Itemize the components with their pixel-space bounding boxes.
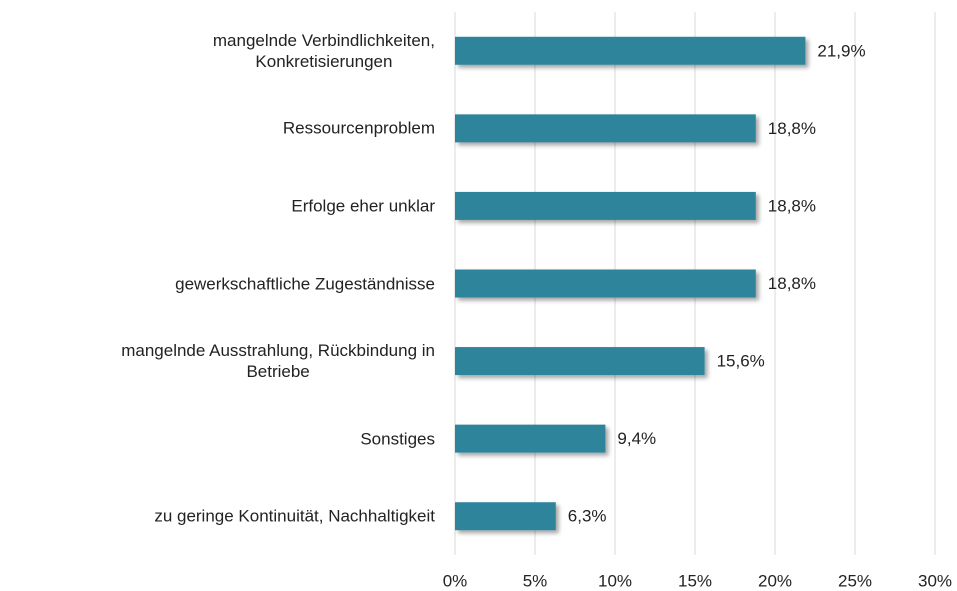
x-tick-label: 20%	[758, 571, 792, 590]
bar	[455, 36, 806, 65]
category-label: Sonstiges	[360, 429, 435, 449]
bar	[455, 347, 705, 376]
category-label: mangelnde Ausstrahlung, Rückbindung in B…	[121, 341, 435, 382]
value-label: 9,4%	[617, 429, 656, 448]
value-label: 15,6%	[717, 352, 765, 371]
value-label: 6,3%	[568, 507, 607, 526]
bar	[455, 424, 606, 453]
bar	[455, 191, 756, 220]
x-tick-label: 5%	[523, 571, 548, 590]
bar	[455, 269, 756, 298]
x-tick-label: 15%	[678, 571, 712, 590]
category-label: gewerkschaftliche Zugeständnisse	[175, 274, 435, 293]
value-label: 18,8%	[768, 196, 816, 215]
value-label: 21,9%	[817, 41, 865, 60]
x-tick-label: 25%	[838, 571, 872, 590]
x-tick-label: 0%	[443, 571, 468, 590]
category-label: mangelnde Verbindlichkeiten, Konkretisie…	[212, 30, 435, 71]
category-label: zu geringe Kontinuität, Nachhaltigkeit	[154, 506, 435, 526]
category-label: Ressourcenproblem	[282, 118, 435, 138]
x-tick-label: 30%	[918, 571, 952, 590]
value-label: 18,8%	[768, 274, 816, 293]
category-label: Erfolge eher unklar	[291, 196, 435, 216]
value-label: 18,8%	[768, 119, 816, 138]
bar	[455, 502, 556, 531]
x-tick-label: 10%	[598, 571, 632, 590]
bar	[455, 114, 756, 143]
